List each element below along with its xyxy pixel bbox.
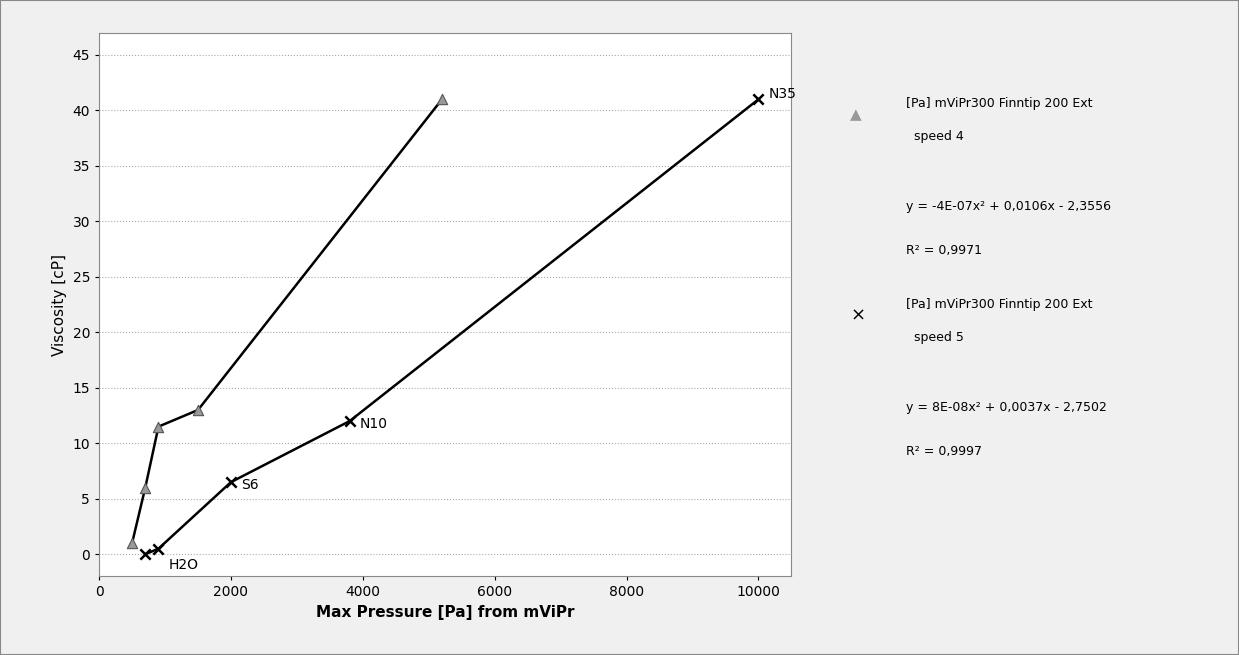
Text: N35: N35 [768, 86, 797, 101]
Text: R² = 0,9971: R² = 0,9971 [906, 244, 981, 257]
Point [149, 421, 169, 432]
Text: speed 5: speed 5 [906, 331, 964, 344]
Text: [Pa] mViPr300 Finntip 200 Ext: [Pa] mViPr300 Finntip 200 Ext [906, 97, 1092, 110]
Point [149, 544, 169, 554]
Point [221, 477, 240, 487]
Point [432, 94, 452, 105]
Point [339, 416, 359, 426]
Text: [Pa] mViPr300 Finntip 200 Ext: [Pa] mViPr300 Finntip 200 Ext [906, 298, 1092, 311]
Point [135, 482, 155, 493]
Text: speed 4: speed 4 [906, 130, 964, 143]
Y-axis label: Viscosity [cP]: Viscosity [cP] [52, 253, 67, 356]
Text: S6: S6 [240, 478, 259, 493]
Point [748, 94, 768, 105]
Point [188, 405, 208, 415]
Text: ▲: ▲ [850, 107, 862, 122]
Text: y = -4E-07x² + 0,0106x - 2,3556: y = -4E-07x² + 0,0106x - 2,3556 [906, 200, 1110, 214]
Text: y = 8E-08x² + 0,0037x - 2,7502: y = 8E-08x² + 0,0037x - 2,7502 [906, 402, 1106, 415]
Point [123, 538, 142, 548]
Text: H2O: H2O [169, 558, 198, 572]
Text: R² = 0,9997: R² = 0,9997 [906, 445, 981, 458]
Point [135, 549, 155, 559]
Text: N10: N10 [359, 417, 388, 432]
Text: ×: × [850, 307, 865, 324]
X-axis label: Max Pressure [Pa] from mViPr: Max Pressure [Pa] from mViPr [316, 605, 575, 620]
